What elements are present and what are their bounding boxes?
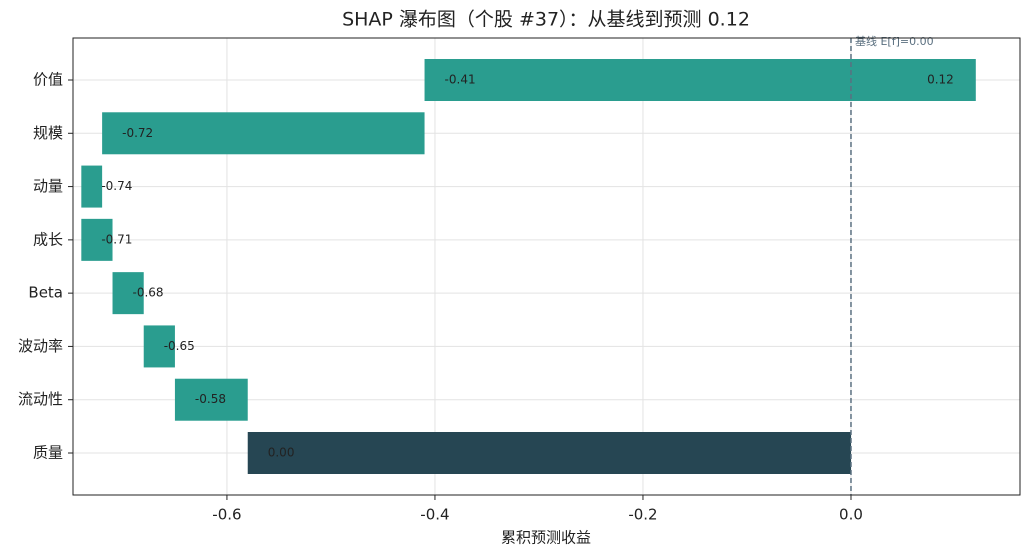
x-tick-label: -0.4 [420, 506, 449, 524]
bar [102, 112, 425, 155]
x-tick-label: -0.6 [212, 506, 241, 524]
bar [247, 432, 851, 474]
bar [143, 325, 175, 368]
data-label: -0.58 [195, 392, 226, 406]
y-tick-label: 流动性 [18, 390, 63, 408]
y-tick-label: 价值 [33, 71, 63, 89]
bar [81, 218, 113, 261]
y-tick-label: 规模 [33, 124, 63, 142]
y-tick-label: 成长 [33, 230, 63, 248]
baseline-label: 基线 E[f]=0.00 [855, 34, 934, 48]
x-tick-label: 0.0 [839, 506, 863, 524]
data-label: -0.72 [122, 126, 153, 140]
x-axis-label: 累积预测收益 [501, 529, 591, 547]
data-label: -0.65 [164, 339, 195, 353]
data-label: -0.41 [445, 73, 476, 87]
data-label: -0.74 [101, 179, 132, 193]
bar [112, 272, 144, 315]
plot-frame [72, 37, 1021, 496]
bar [424, 59, 976, 101]
bar [174, 378, 248, 421]
x-tick-label: -0.2 [628, 506, 657, 524]
y-tick-label: Beta [28, 284, 63, 302]
chart-title: SHAP 瀑布图（个股 #37）：从基线到预测 0.12 [342, 9, 750, 31]
y-tick-label: 波动率 [18, 337, 63, 355]
bar [81, 165, 103, 208]
data-label: 0.00 [268, 446, 295, 460]
y-tick-label: 质量 [33, 444, 63, 462]
data-label: -0.71 [101, 232, 132, 246]
end-label: 0.12 [927, 73, 954, 87]
y-tick-label: 动量 [33, 177, 63, 195]
data-label: -0.68 [133, 286, 164, 300]
